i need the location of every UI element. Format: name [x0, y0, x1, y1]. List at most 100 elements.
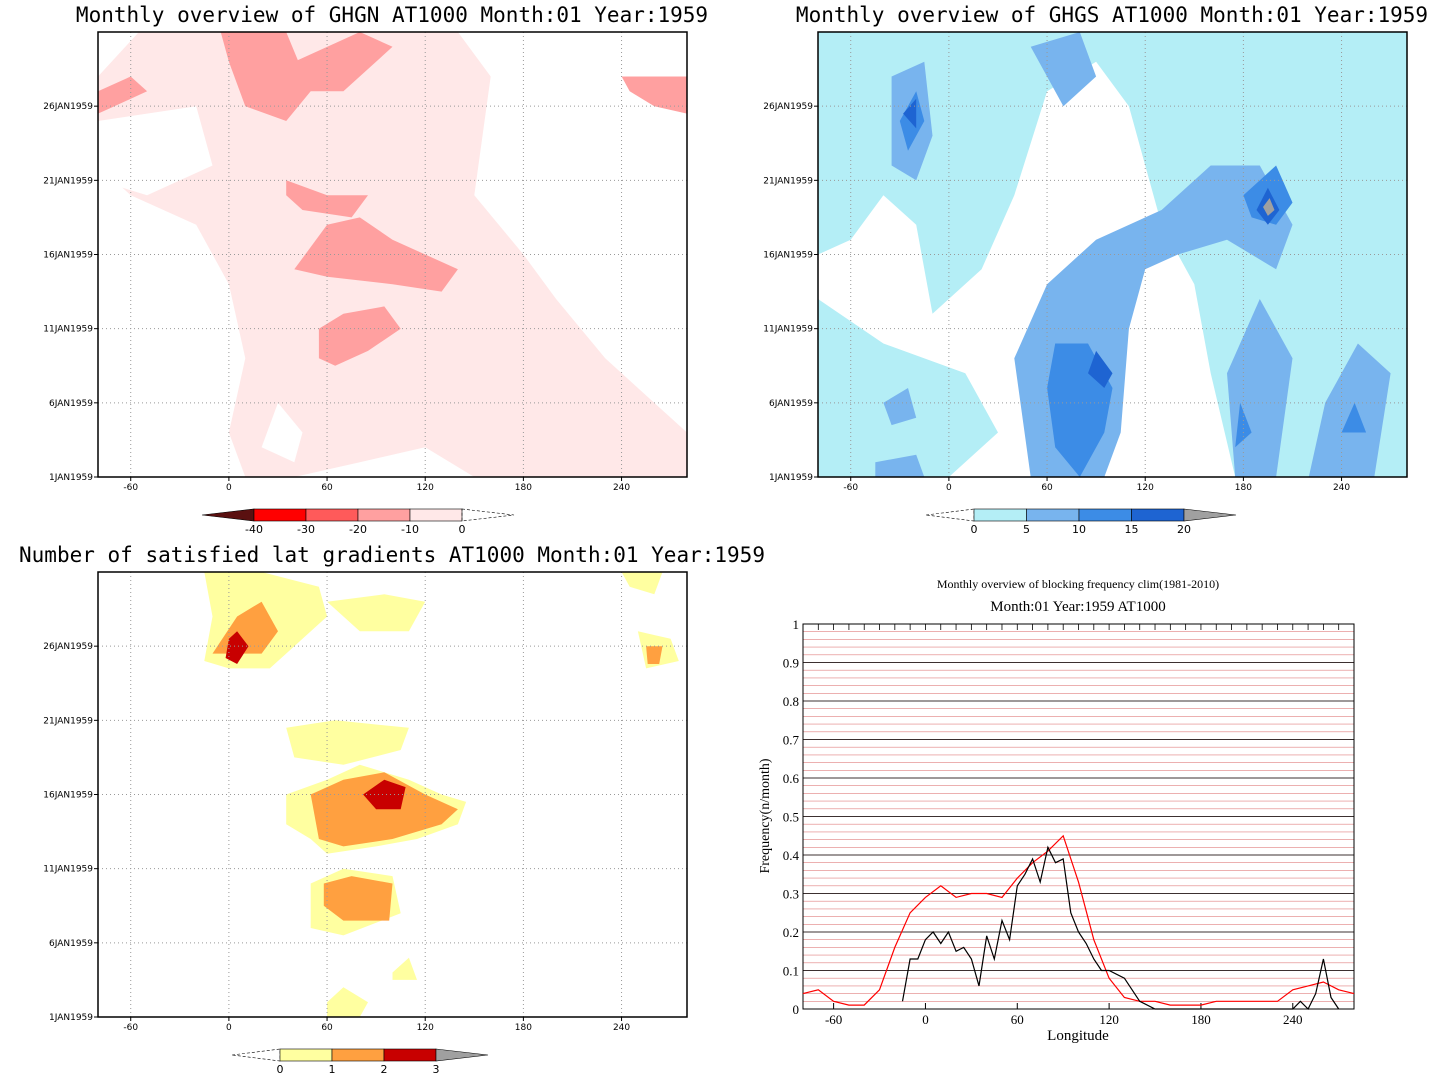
x-tick-label: 0	[226, 1023, 232, 1033]
line-chart-panel: 0 0.1 0.2 0.3 0.4 0.5 0.6 0.7 0.8 0.9 1 -60 0 60 120 18…	[758, 577, 1355, 1044]
contour-region	[621, 76, 687, 114]
colorbar-swatch	[1078, 508, 1132, 522]
x-tick-label: 120	[1099, 1012, 1119, 1027]
x-tick-label: 120	[417, 1023, 434, 1033]
contour-region	[327, 987, 368, 1017]
chart-title: Monthly overview of GHGS AT1000 Month:01…	[796, 3, 1428, 27]
x-tick-label: 0	[946, 483, 952, 493]
contour-region	[903, 98, 917, 129]
contour-region	[1235, 402, 1252, 448]
heatmap-panel-3: -60 0 60 120 180 2401JAN19596JAN195911JAN1959…	[19, 543, 765, 1076]
contour-region	[225, 631, 249, 664]
x-tick-label: -60	[123, 483, 138, 493]
colorbar-label: -10	[401, 523, 419, 536]
y-tick-label: 0.4	[783, 848, 800, 863]
contour-region	[1030, 32, 1097, 107]
colorbar-label: 3	[433, 1063, 440, 1076]
y-tick-label: 0.7	[783, 733, 800, 748]
contour-region	[286, 180, 368, 218]
contour-region	[1263, 198, 1275, 216]
y-tick-label: 21JAN1959	[763, 176, 813, 186]
x-tick-label: 60	[321, 483, 333, 493]
y-tick-label: 1	[793, 617, 800, 632]
colorbar-swatch	[435, 1048, 489, 1062]
y-tick-label: 16JAN1959	[43, 791, 93, 801]
x-tick-label: -60	[843, 483, 858, 493]
y-tick-label: 6JAN1959	[769, 399, 813, 409]
colorbar-swatch	[1183, 508, 1237, 522]
colorbar-swatch	[253, 508, 307, 522]
colorbar-label: 20	[1177, 523, 1191, 536]
colorbar: 0 1 2 3	[231, 1048, 489, 1076]
x-tick-label: 180	[1191, 1012, 1211, 1027]
y-tick-label: 21JAN1959	[43, 176, 93, 186]
y-tick-label: 0	[793, 1002, 800, 1017]
y-tick-label: 0.9	[783, 656, 799, 671]
colorbar-label: -30	[297, 523, 315, 536]
x-tick-label: 240	[1283, 1012, 1303, 1027]
contour-region	[646, 646, 663, 664]
y-tick-label: 16JAN1959	[763, 251, 813, 261]
y-tick-label: 21JAN1959	[43, 716, 93, 726]
y-tick-label: 6JAN1959	[49, 939, 93, 949]
x-tick-label: -60	[825, 1012, 842, 1027]
x-axis-label: Longitude	[1047, 1028, 1109, 1044]
colorbar-swatch	[1026, 508, 1080, 522]
colorbar: 0 5 10 15 20	[925, 508, 1237, 536]
y-tick-label: 0.5	[783, 810, 799, 825]
colorbar-label: 1	[329, 1063, 336, 1076]
colorbar-label: 15	[1125, 523, 1139, 536]
colorbar-swatch	[279, 1048, 333, 1062]
series-line-1	[802, 834, 1355, 1006]
contour-region	[98, 313, 213, 433]
colorbar-label: 10	[1072, 523, 1086, 536]
colorbar-swatch	[973, 508, 1027, 522]
contour-region	[294, 32, 393, 92]
contour-region	[392, 957, 417, 980]
y-tick-label: 11JAN1959	[43, 325, 93, 335]
colorbar-label: 5	[1023, 523, 1030, 536]
colorbar-swatch	[305, 508, 359, 522]
series-line-2	[901, 845, 1340, 1011]
colorbar-swatch	[925, 508, 975, 522]
colorbar-label: -40	[245, 523, 263, 536]
x-tick-label: 60	[1041, 483, 1053, 493]
contour-region	[318, 306, 401, 366]
colorbar-label: 0	[459, 523, 466, 536]
contour-region	[327, 594, 426, 632]
x-tick-label: 180	[515, 483, 532, 493]
contour-region	[98, 106, 213, 196]
colorbar-swatch	[357, 508, 411, 522]
y-tick-label: 26JAN1959	[763, 102, 813, 112]
contour-region	[490, 46, 622, 225]
colorbar-swatch	[201, 508, 255, 522]
contour-region	[294, 217, 458, 292]
contour-region	[98, 76, 148, 114]
colorbar-label: 0	[971, 523, 978, 536]
y-tick-label: 0.8	[783, 694, 799, 709]
contour-region	[310, 772, 458, 847]
x-tick-label: 60	[321, 1023, 333, 1033]
y-tick-label: 1JAN1959	[769, 473, 813, 483]
colorbar-swatch	[461, 508, 515, 522]
colorbar-swatch	[409, 508, 463, 522]
y-tick-label: 26JAN1959	[43, 642, 93, 652]
contour-region	[875, 454, 925, 477]
contour-region	[261, 402, 303, 463]
y-tick-label: 16JAN1959	[43, 251, 93, 261]
x-tick-label: 120	[1137, 483, 1154, 493]
x-tick-label: 120	[417, 483, 434, 493]
contour-region	[286, 720, 409, 765]
colorbar-swatch	[383, 1048, 437, 1062]
colorbar-label: 2	[381, 1063, 388, 1076]
y-axis-label: Frequency(n/month)	[758, 758, 773, 873]
x-tick-label: 240	[1333, 483, 1350, 493]
chart-title: Monthly overview of GHGN AT1000 Month:01…	[76, 3, 708, 27]
y-tick-label: 6JAN1959	[49, 399, 93, 409]
x-tick-label: -60	[123, 1023, 138, 1033]
colorbar-label: -20	[349, 523, 367, 536]
contour-fills	[98, 32, 687, 477]
y-tick-label: 1JAN1959	[49, 473, 93, 483]
y-tick-label: 0.3	[783, 887, 799, 902]
